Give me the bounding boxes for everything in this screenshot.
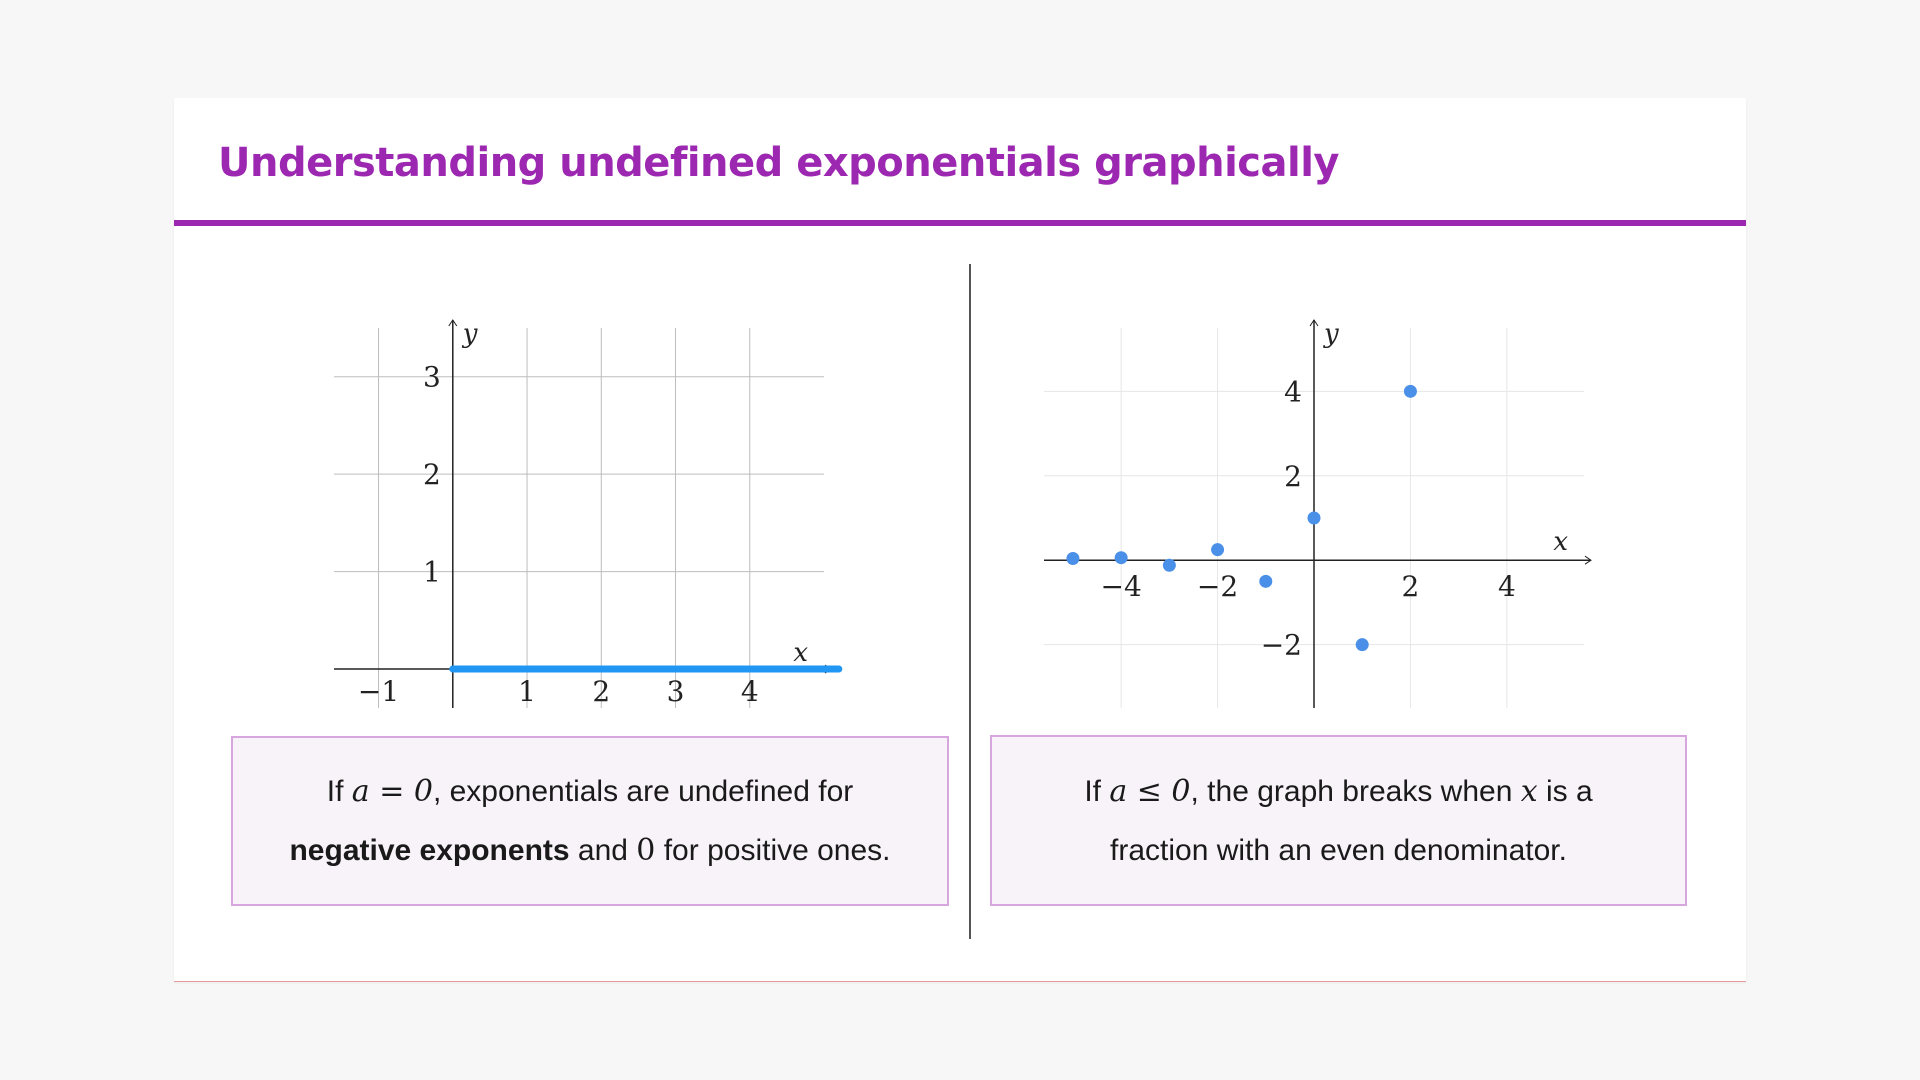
x-tick-label: −4 (1101, 570, 1142, 603)
y-tick-label: 4 (1284, 375, 1302, 408)
data-point (1162, 558, 1176, 572)
x-axis-label: x (793, 638, 808, 668)
right-callout-math: a ≤ 0 (1109, 773, 1191, 809)
chart-negative-base: −4 −2 2 4 −2 2 4 x y (1044, 319, 1592, 708)
x-axis-label: x (1553, 527, 1568, 557)
right-callout-line-1: If a ≤ 0, the graph breaks when x is a (1084, 762, 1592, 821)
right-callout-if: If (1084, 774, 1110, 808)
right-callout-line-2: fraction with an even denominator. (1110, 821, 1567, 880)
x-tick-label: 2 (1402, 570, 1420, 603)
y-tick-label: −2 (1261, 629, 1302, 662)
chart-zero-base: −1 1 2 3 4 1 2 3 x y (334, 319, 843, 708)
left-callout-and: and (569, 834, 637, 867)
y-axis-label: y (462, 319, 478, 349)
left-callout-bold: negative exponents (289, 834, 570, 867)
left-callout-line-2: negative exponents and 0 for positive on… (289, 821, 890, 880)
left-callout-text-1: , exponentials are undefined for (432, 775, 854, 808)
x-tick-label: 3 (667, 675, 685, 708)
y-axis-arrow (448, 319, 458, 327)
title-underline (174, 220, 1746, 226)
left-callout-math: a = 0 (351, 774, 433, 809)
data-point (1114, 551, 1128, 565)
x-tick-label: −1 (358, 675, 399, 708)
slide-title: Understanding undefined exponentials gra… (218, 140, 1339, 186)
x-axis-arrow (1584, 555, 1592, 565)
data-point (1259, 574, 1273, 588)
right-callout-var-x: x (1520, 773, 1538, 809)
panel-divider (969, 264, 971, 939)
left-callout-text-2: for positive ones. (655, 834, 891, 867)
x-tick-label: 4 (741, 675, 759, 708)
x-tick-label: 4 (1498, 570, 1516, 603)
y-tick-label: 3 (423, 361, 441, 394)
slide-card: Understanding undefined exponentials gra… (174, 98, 1746, 982)
x-tick-label: −2 (1197, 570, 1238, 603)
data-point (1403, 384, 1417, 398)
left-callout-zero: 0 (636, 833, 656, 868)
right-callout: If a ≤ 0, the graph breaks when x is a f… (990, 735, 1687, 906)
right-callout-text-3: fraction with an even denominator. (1110, 833, 1567, 867)
y-tick-label: 2 (1284, 460, 1302, 493)
right-callout-text-2: is a (1537, 774, 1593, 808)
x-tick-label: 1 (518, 675, 536, 708)
data-point (1355, 638, 1369, 652)
y-tick-label: 1 (423, 556, 441, 589)
left-callout-if: If (326, 775, 352, 808)
left-callout-line-1: If a = 0, exponentials are undefined for (327, 762, 854, 821)
data-point (1307, 511, 1321, 525)
y-axis-label: y (1323, 319, 1339, 349)
x-tick-label: 2 (592, 675, 610, 708)
y-tick-label: 2 (423, 458, 441, 491)
y-axis-arrow (1309, 319, 1319, 327)
left-callout: If a = 0, exponentials are undefined for… (231, 736, 949, 906)
data-point (1211, 543, 1225, 557)
data-point (1066, 552, 1080, 566)
right-callout-text-1: , the graph breaks when (1190, 774, 1521, 808)
